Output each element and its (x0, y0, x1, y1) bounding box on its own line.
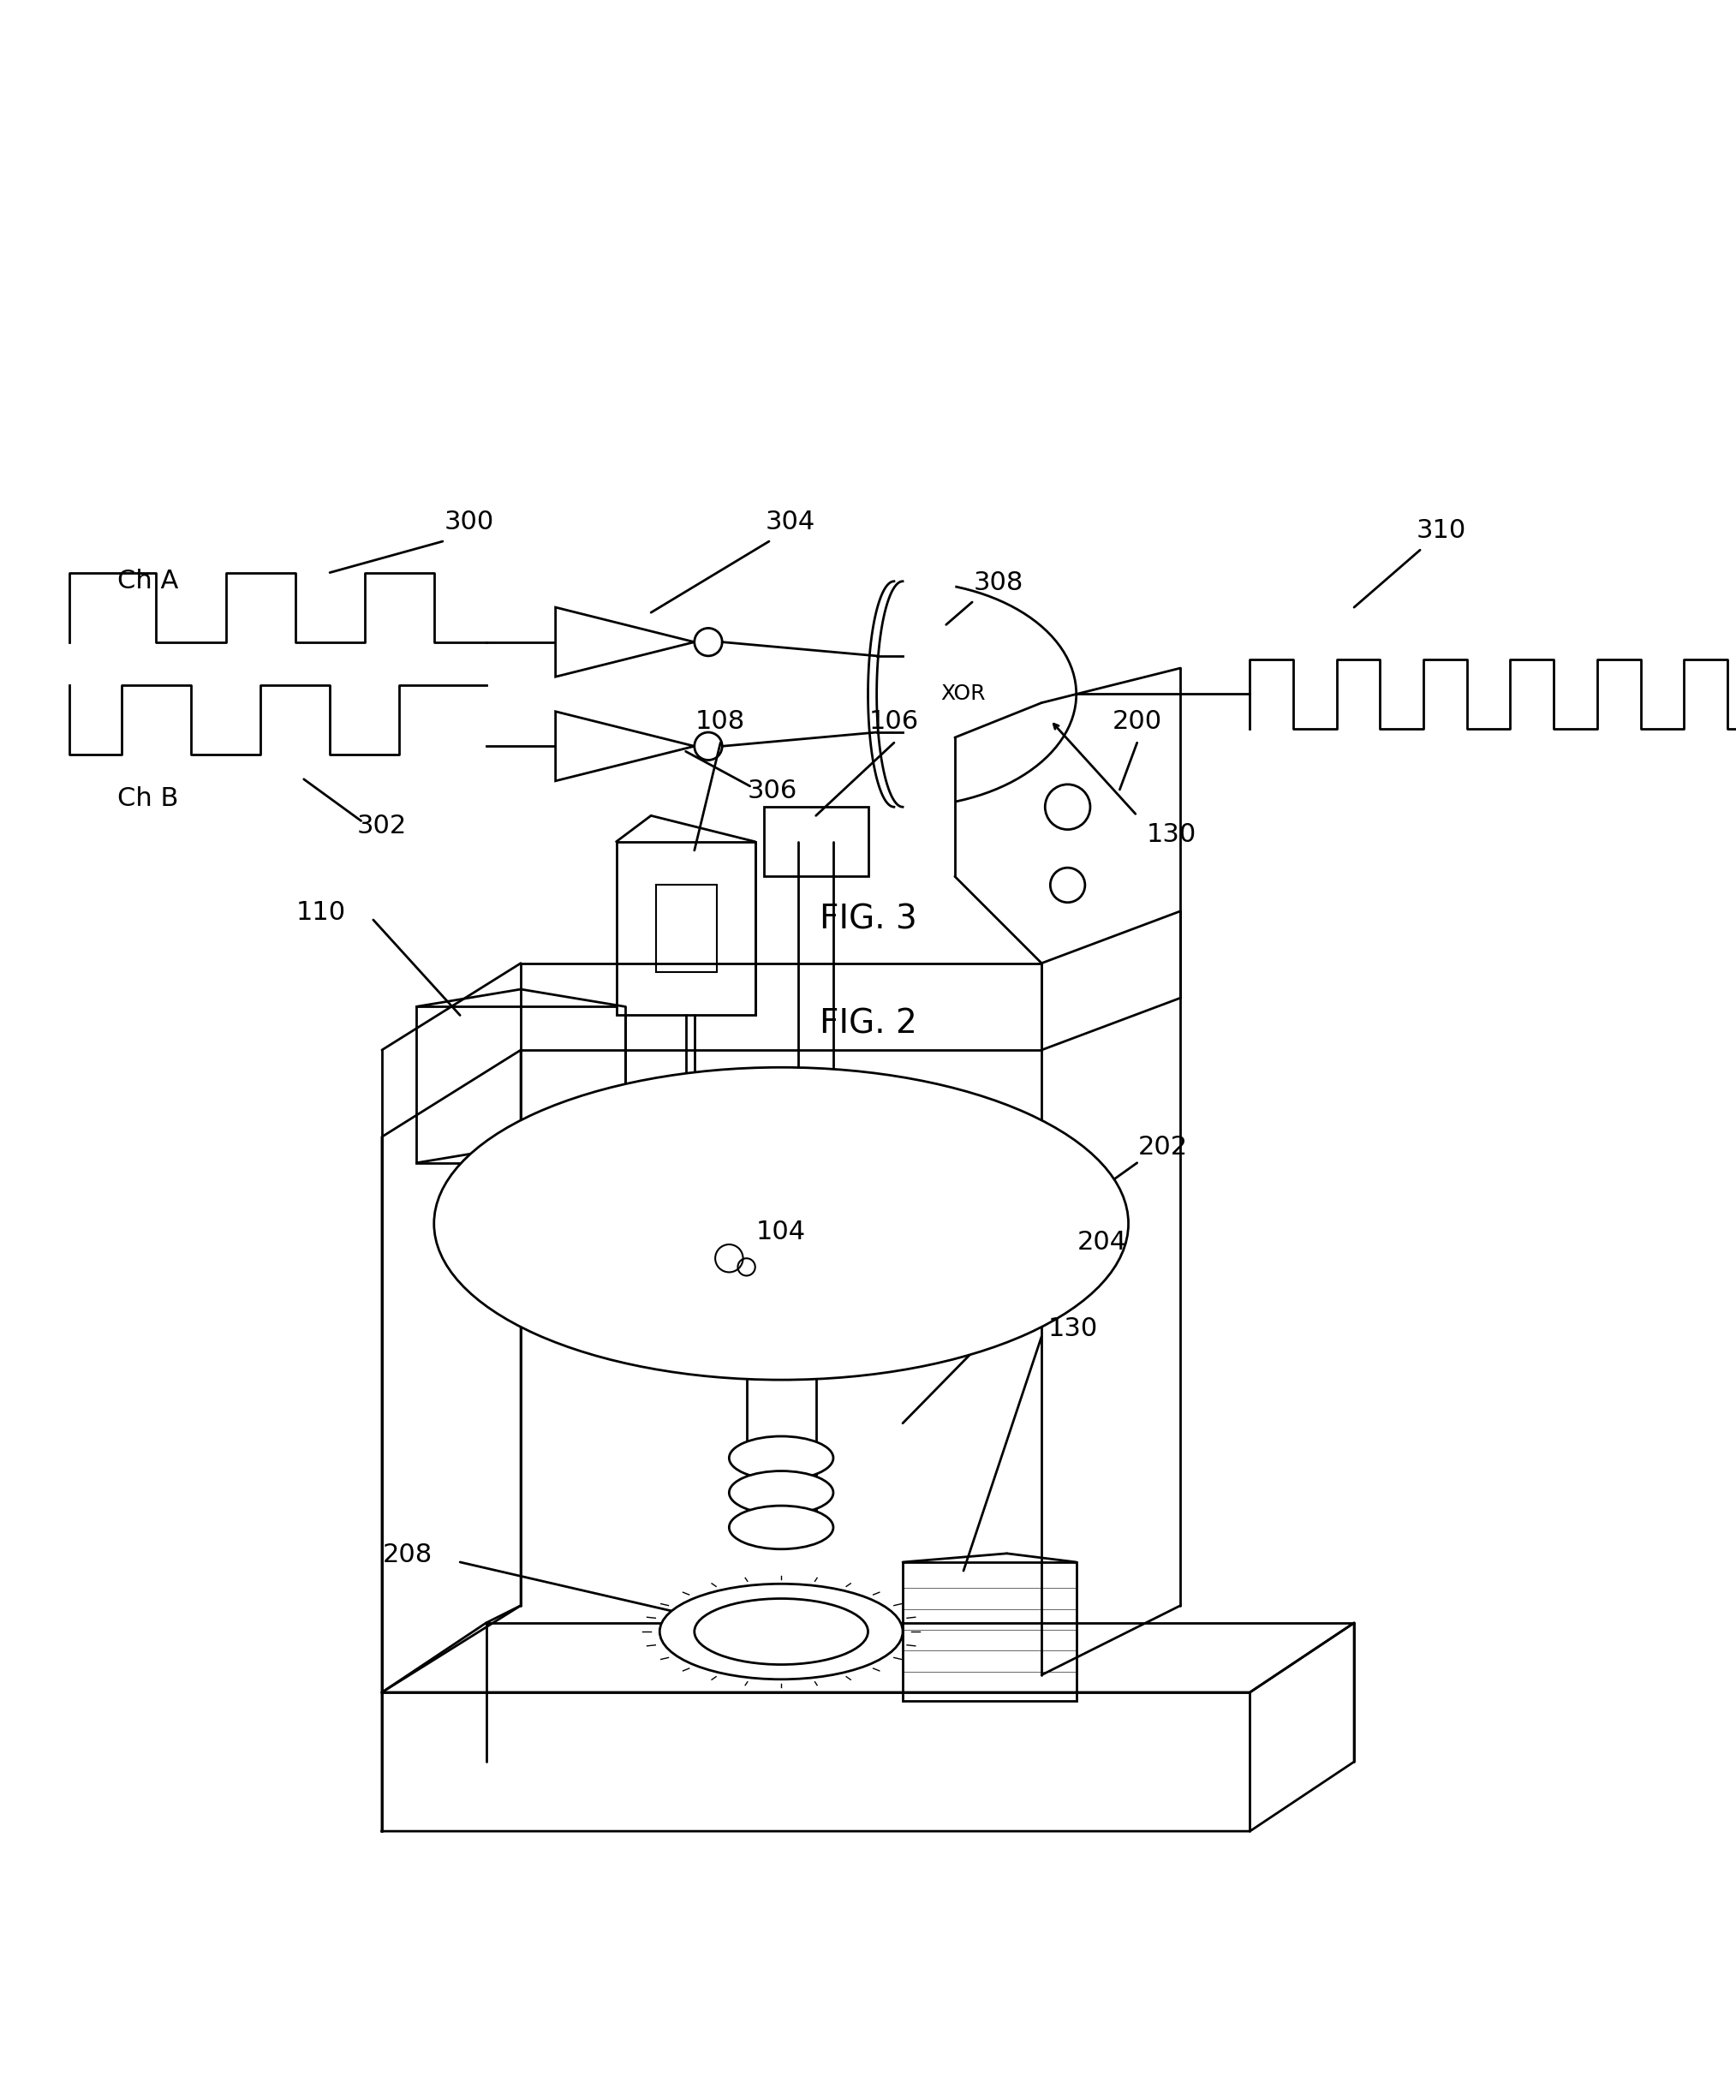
Text: FIG. 2: FIG. 2 (819, 1008, 917, 1040)
Bar (417, 1006, 625, 1163)
Ellipse shape (660, 1583, 903, 1680)
Ellipse shape (434, 1067, 1128, 1380)
Text: 302: 302 (358, 813, 406, 838)
Text: 304: 304 (766, 510, 814, 533)
Ellipse shape (729, 1506, 833, 1550)
Text: 108: 108 (696, 710, 745, 735)
Text: 106: 106 (870, 710, 918, 735)
Bar (903, 1562, 1076, 1701)
Text: 130: 130 (1049, 1317, 1097, 1342)
Text: 130: 130 (1147, 821, 1196, 846)
Text: 104: 104 (757, 1220, 806, 1245)
Text: 202: 202 (1139, 1134, 1187, 1159)
Text: Ch A: Ch A (116, 569, 179, 594)
Ellipse shape (694, 1598, 868, 1665)
Text: 208: 208 (384, 1541, 432, 1567)
Polygon shape (556, 607, 694, 676)
Text: FIG. 3: FIG. 3 (819, 903, 917, 937)
Text: 204: 204 (1078, 1231, 1127, 1256)
Text: 300: 300 (444, 510, 493, 533)
Bar (616, 842, 755, 1014)
Bar (764, 806, 868, 876)
Bar (656, 884, 717, 972)
Polygon shape (556, 712, 694, 781)
Text: 110: 110 (297, 901, 345, 924)
Ellipse shape (729, 1470, 833, 1514)
Text: XOR: XOR (941, 685, 986, 704)
Text: 310: 310 (1417, 519, 1465, 544)
Text: 306: 306 (748, 779, 797, 804)
Text: Ch B: Ch B (116, 785, 179, 811)
Text: 200: 200 (1113, 710, 1161, 735)
Ellipse shape (729, 1436, 833, 1480)
Text: 308: 308 (974, 571, 1023, 594)
